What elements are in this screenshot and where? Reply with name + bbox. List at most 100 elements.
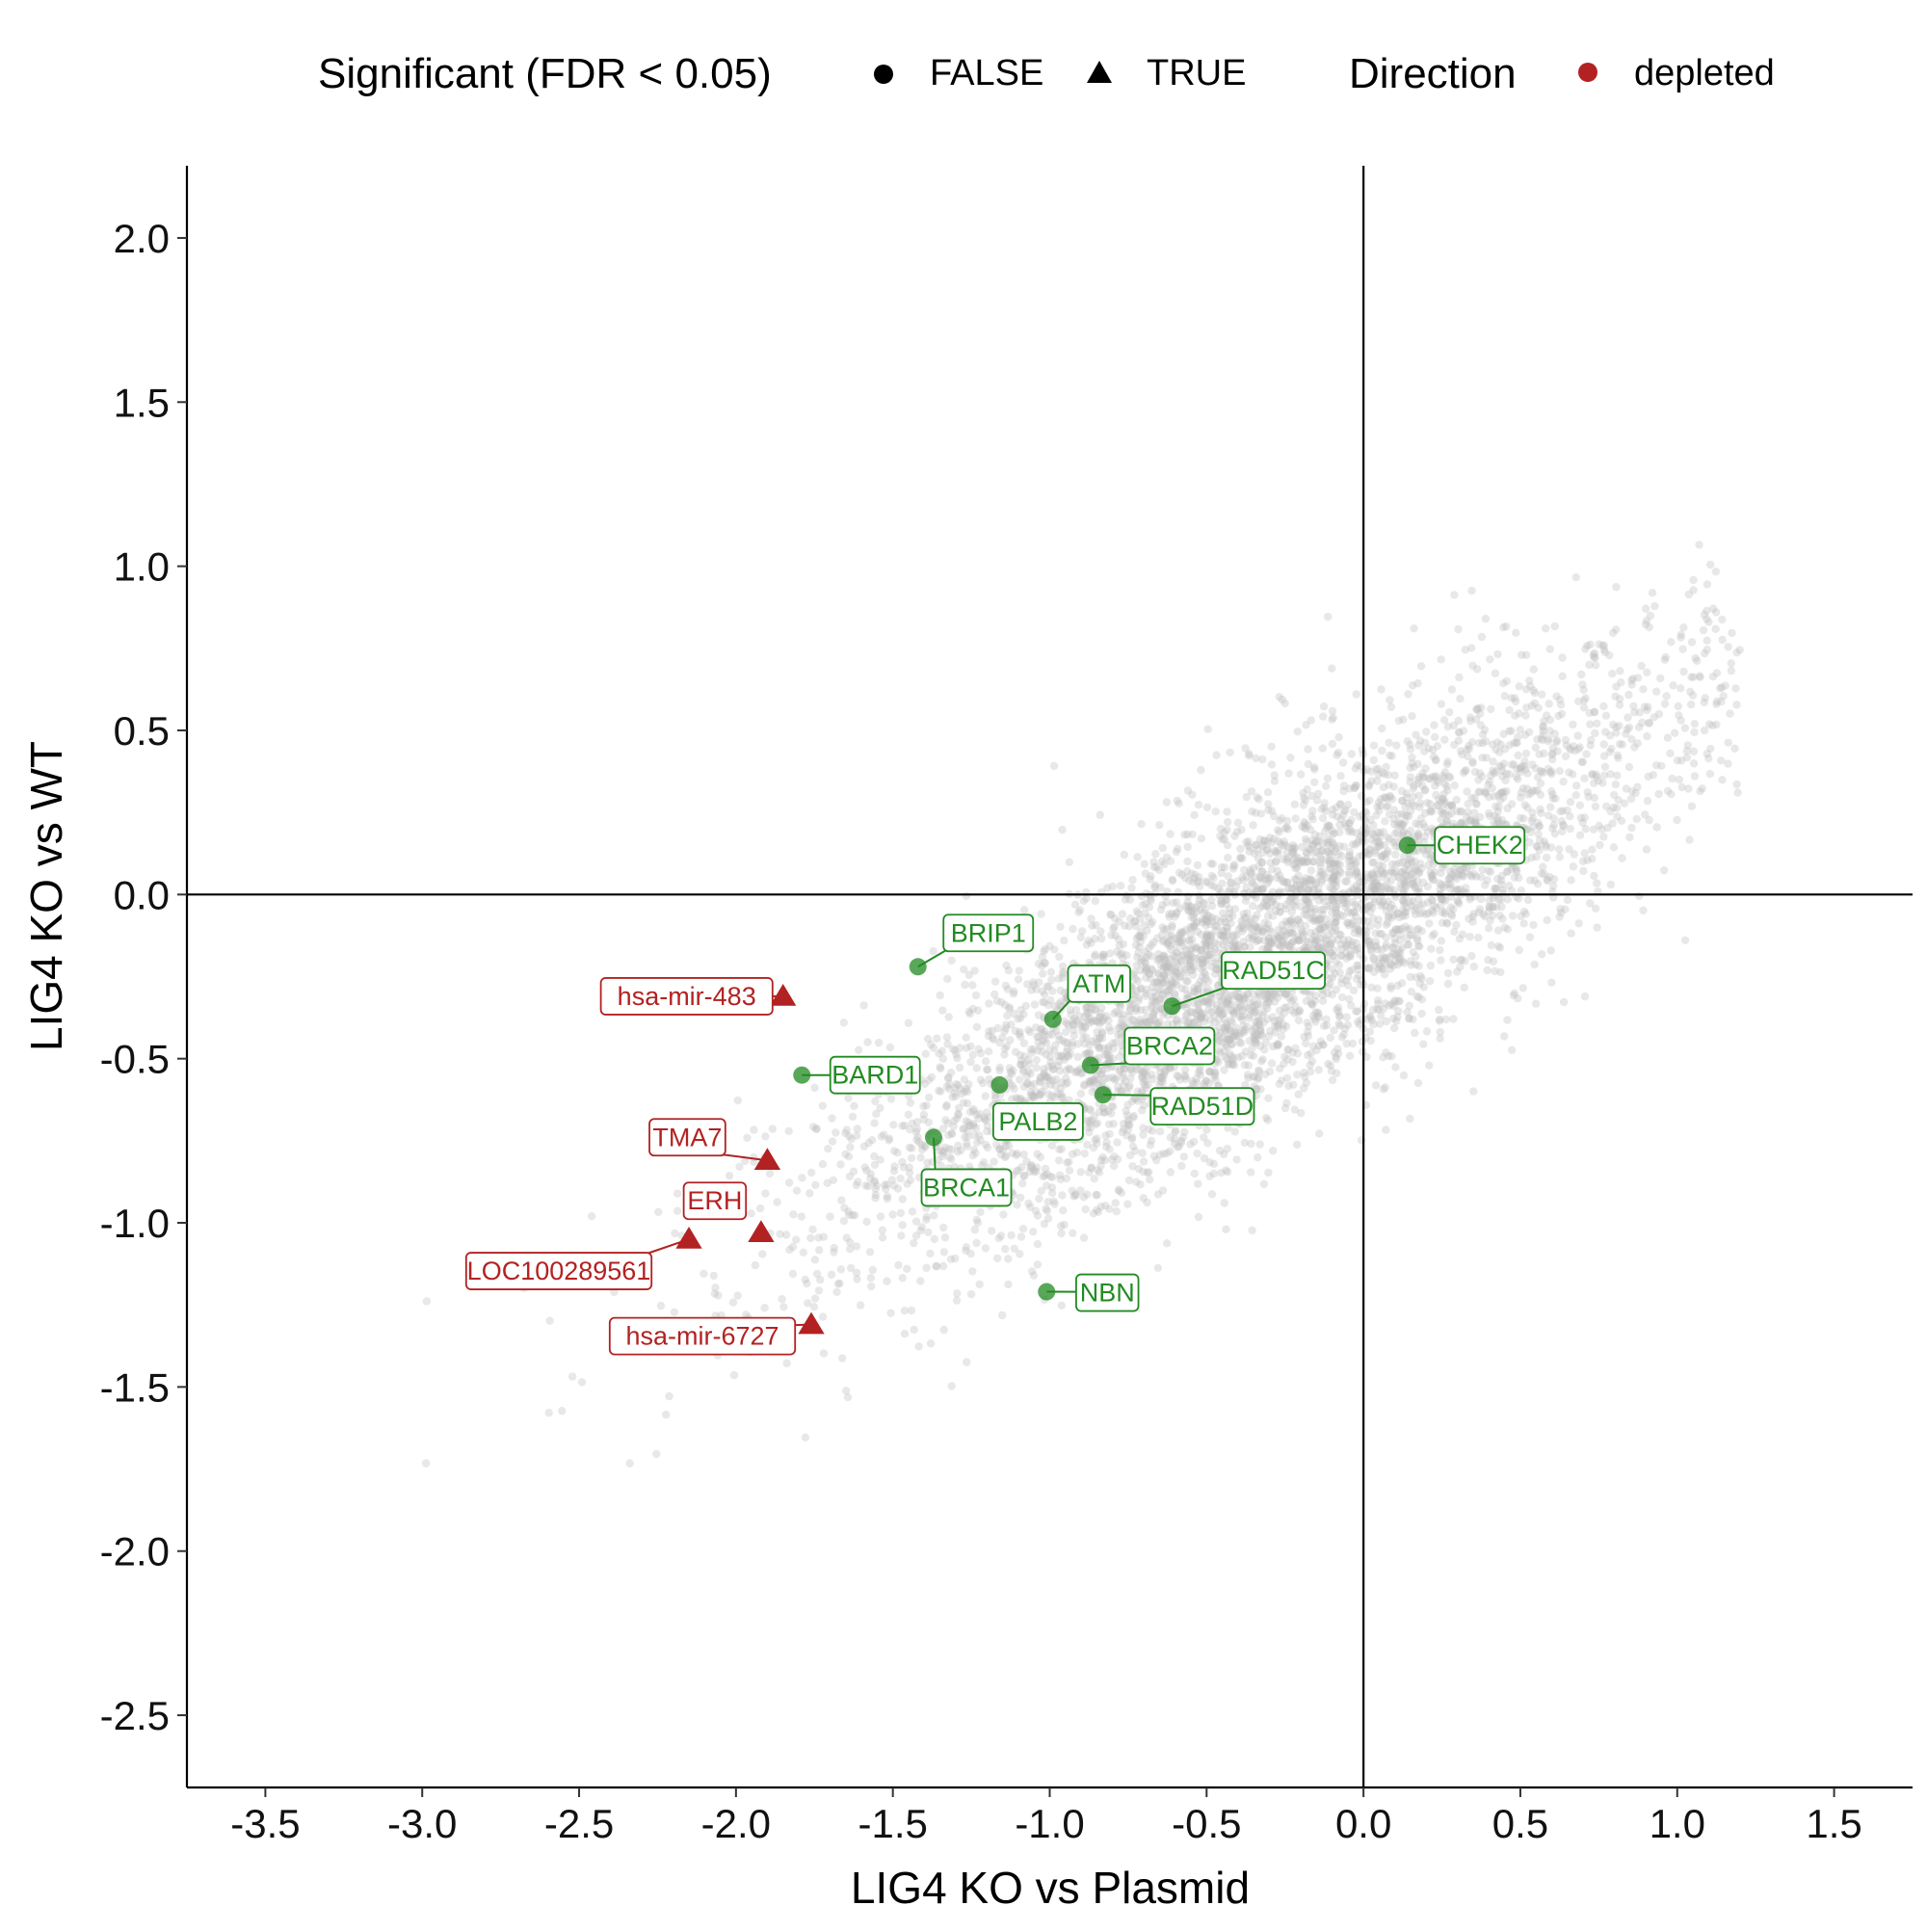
background-point [1395, 913, 1404, 922]
background-point [1135, 942, 1144, 951]
background-point [1724, 759, 1732, 768]
background-point [1109, 1045, 1118, 1053]
background-point [1436, 1027, 1445, 1037]
background-point [1147, 974, 1155, 983]
background-point [1703, 580, 1712, 589]
background-point [1302, 849, 1311, 858]
background-point [1389, 1014, 1398, 1023]
background-point [898, 1274, 907, 1283]
background-point [1258, 841, 1267, 851]
background-point [1055, 1067, 1065, 1075]
background-point [1002, 1151, 1011, 1160]
background-point [1301, 834, 1310, 844]
background-point [1299, 858, 1307, 866]
background-point [852, 1268, 861, 1278]
background-point [1090, 1175, 1098, 1183]
background-point [1096, 927, 1105, 936]
background-point [1352, 690, 1360, 699]
background-point [1215, 992, 1225, 1001]
background-point [1369, 1019, 1378, 1029]
background-point [1384, 913, 1393, 922]
background-point [1335, 828, 1344, 836]
background-point [1259, 836, 1269, 845]
background-point [1170, 966, 1179, 976]
background-point [1307, 811, 1316, 821]
background-point [1449, 1015, 1458, 1023]
background-point [1037, 1186, 1045, 1196]
background-point [1087, 1017, 1096, 1026]
background-point [953, 1148, 963, 1156]
background-point [1391, 1063, 1400, 1072]
background-point [1136, 1018, 1145, 1027]
background-point [1351, 900, 1359, 910]
background-point [1069, 1019, 1078, 1028]
background-point [968, 1050, 977, 1059]
background-point [1255, 873, 1264, 882]
background-point [1181, 985, 1190, 993]
background-point [1186, 963, 1195, 971]
background-point [1037, 910, 1045, 918]
background-point [1132, 961, 1141, 969]
background-point [1667, 638, 1676, 647]
background-point [1234, 998, 1244, 1007]
background-point [1140, 920, 1149, 930]
background-point [1401, 922, 1410, 931]
background-point [1076, 1089, 1086, 1098]
background-point [1265, 998, 1274, 1007]
background-point [654, 1207, 663, 1217]
background-point [1282, 816, 1292, 826]
background-point [1626, 794, 1636, 804]
background-point [1252, 1018, 1260, 1026]
background-point [1446, 873, 1456, 883]
background-point [894, 1260, 903, 1270]
background-point [1306, 904, 1315, 913]
background-point [916, 1153, 925, 1162]
background-point [1362, 765, 1372, 774]
background-point [1565, 768, 1573, 777]
background-point [1290, 800, 1300, 808]
background-point [944, 1013, 953, 1021]
background-point [1365, 796, 1374, 805]
background-point [1254, 1020, 1263, 1029]
background-point [1477, 703, 1486, 712]
background-point [1291, 1044, 1300, 1053]
background-point [1170, 989, 1179, 998]
background-point [964, 1132, 972, 1142]
background-point [1641, 620, 1650, 629]
background-point [1353, 961, 1361, 970]
background-point [1424, 909, 1433, 917]
background-point [1193, 985, 1202, 993]
background-point [1336, 815, 1346, 824]
background-point [1468, 758, 1477, 768]
background-point [1358, 851, 1367, 860]
background-point [1370, 849, 1380, 858]
background-point [1491, 903, 1501, 912]
background-point [1226, 748, 1234, 757]
background-point [808, 1225, 817, 1234]
background-point [1119, 953, 1127, 963]
background-point [1128, 1068, 1137, 1076]
background-point [1177, 935, 1187, 944]
background-point [1202, 931, 1211, 940]
background-point [976, 1207, 985, 1217]
background-point [1323, 834, 1332, 843]
background-point [1328, 739, 1337, 749]
background-point [1706, 744, 1715, 754]
background-point [1328, 927, 1337, 937]
background-point [1635, 708, 1645, 717]
background-point [1247, 915, 1255, 924]
background-point [1104, 1120, 1114, 1129]
background-point [1532, 853, 1541, 861]
background-point [1543, 853, 1551, 862]
background-point [1203, 725, 1212, 733]
background-point [1206, 933, 1216, 942]
background-point [1223, 1054, 1231, 1064]
background-point [1704, 720, 1714, 728]
background-point [1076, 1168, 1086, 1177]
background-point [1354, 873, 1362, 882]
background-point [1225, 913, 1233, 923]
background-point [888, 1210, 897, 1219]
background-point [1258, 884, 1268, 892]
background-point [943, 974, 952, 984]
background-point [1186, 956, 1195, 965]
